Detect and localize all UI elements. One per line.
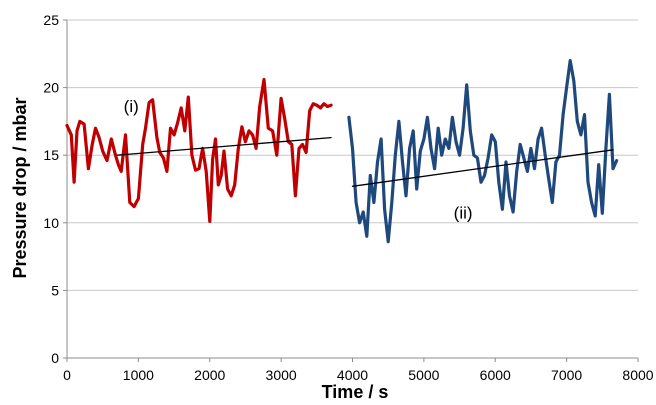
series-layer	[65, 58, 619, 244]
x-axis-title: Time / s	[322, 382, 389, 402]
x-tick-label-4: 4000	[337, 367, 368, 383]
y-tick-label-4: 20	[43, 80, 59, 96]
annotation-1: (ii)	[454, 204, 473, 223]
tick-labels: 0 5 10 15 20 25 0 1000 2000 3000 4000 5000 6000 7000 8…	[43, 12, 653, 383]
y-tick-label-1: 5	[51, 282, 59, 298]
x-tick-label-1: 1000	[123, 367, 154, 383]
trend-line-2	[116, 136, 332, 156]
x-tick-label-3: 3000	[266, 367, 297, 383]
annotations: (i) (ii)	[124, 97, 473, 223]
y-tick-label-0: 0	[51, 350, 59, 366]
trend-line-3	[351, 149, 614, 187]
y-axis-title: Pressure drop / mbar	[10, 97, 30, 278]
y-tick-label-3: 15	[43, 147, 59, 163]
axes	[63, 19, 639, 362]
series-line-0	[65, 77, 333, 223]
x-tick-label-2: 2000	[194, 367, 225, 383]
x-tick-label-0: 0	[63, 367, 71, 383]
series-line-1	[347, 58, 619, 244]
x-tick-label-6: 6000	[480, 367, 511, 383]
y-tick-label-5: 25	[43, 12, 59, 28]
x-tick-label-7: 7000	[551, 367, 582, 383]
y-tick-label-2: 10	[43, 215, 59, 231]
annotation-0: (i)	[124, 97, 139, 116]
x-tick-label-5: 5000	[408, 367, 439, 383]
x-tick-label-8: 8000	[622, 367, 653, 383]
